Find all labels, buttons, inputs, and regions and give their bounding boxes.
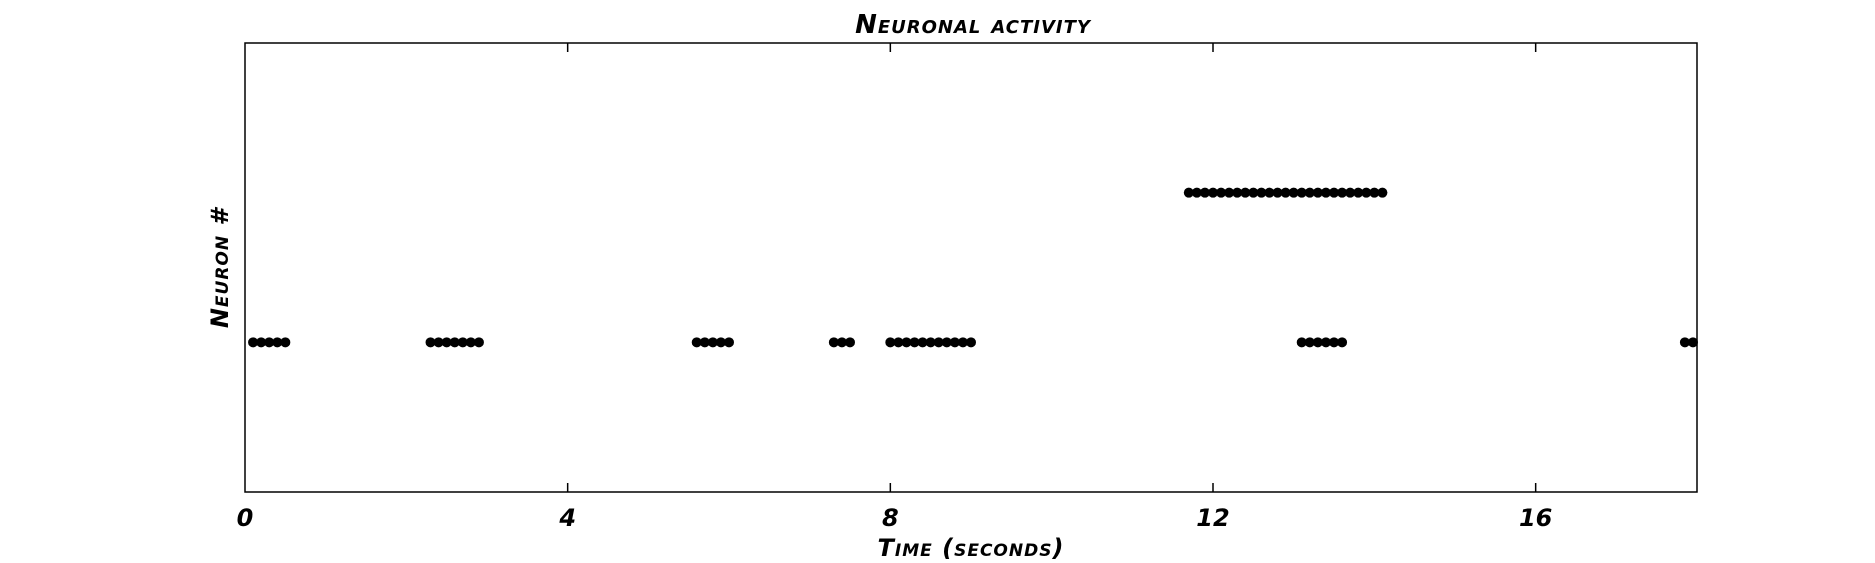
x-tick-label: 16 xyxy=(1519,504,1552,532)
spike-point xyxy=(1208,187,1218,198)
spike-point xyxy=(909,337,920,348)
plot-frame xyxy=(244,42,1698,493)
x-axis-tick-labels: 0 4 8 12 16 xyxy=(237,504,1553,532)
spike-point xyxy=(272,337,283,348)
spike-point xyxy=(1329,187,1339,198)
spike-point xyxy=(1183,187,1194,198)
spike-point xyxy=(441,337,452,348)
spike-point xyxy=(1369,187,1380,198)
spike-point xyxy=(1296,187,1307,198)
spike-point xyxy=(1337,187,1348,198)
spike-point xyxy=(1329,337,1339,348)
spike-point xyxy=(1224,187,1235,198)
x-axis-label: Time (seconds) xyxy=(878,534,1065,562)
spike-point xyxy=(1216,187,1227,198)
spike-point xyxy=(1361,187,1372,198)
spike-point xyxy=(893,337,904,348)
spike-point xyxy=(1248,187,1259,198)
spike-point xyxy=(1687,337,1698,348)
spike-point xyxy=(1377,187,1388,198)
spike-point xyxy=(699,337,710,348)
spike-point xyxy=(933,337,944,348)
x-tick-label: 8 xyxy=(882,504,899,532)
chart-title: Neuronal activity xyxy=(855,10,1092,40)
spike-point xyxy=(457,337,468,348)
spike-point xyxy=(280,337,291,348)
spike-point xyxy=(845,337,855,348)
spike-point xyxy=(1312,337,1323,348)
spike-point xyxy=(465,337,476,348)
spike-point xyxy=(1345,187,1356,198)
spike-point xyxy=(433,337,444,348)
spike-point xyxy=(836,337,847,348)
spike-point xyxy=(966,337,976,348)
spike-point xyxy=(248,337,259,348)
spike-point xyxy=(691,337,702,348)
x-tick-label: 4 xyxy=(558,504,576,532)
spike-points xyxy=(248,187,1698,348)
spike-point xyxy=(707,337,718,348)
spike-point xyxy=(1272,187,1283,198)
spike-point xyxy=(1288,187,1299,198)
spike-point xyxy=(1199,187,1210,198)
spike-point xyxy=(1264,187,1275,198)
spike-point xyxy=(1256,187,1267,198)
y-axis-label: Neuron # xyxy=(206,207,234,329)
spike-point xyxy=(885,337,896,348)
spike-point xyxy=(715,337,726,348)
spike-point xyxy=(925,337,936,348)
spike-point xyxy=(949,337,960,348)
spike-point xyxy=(449,337,460,348)
spike-point xyxy=(1191,187,1202,198)
spike-point xyxy=(1679,337,1690,348)
spike-point xyxy=(1296,337,1307,348)
spike-point xyxy=(724,337,734,348)
spike-point xyxy=(828,337,839,348)
spike-point xyxy=(917,337,928,348)
spike-point xyxy=(1232,187,1243,198)
spike-point xyxy=(941,337,952,348)
spike-point xyxy=(1280,187,1291,198)
spike-point xyxy=(1320,187,1331,198)
spike-point xyxy=(256,337,267,348)
spike-point xyxy=(264,337,275,348)
x-axis-ticks xyxy=(566,43,1537,492)
spike-point xyxy=(425,337,436,348)
spike-point xyxy=(473,337,484,348)
spike-point xyxy=(1240,187,1251,198)
x-tick-label: 12 xyxy=(1196,504,1229,532)
spike-point xyxy=(1320,337,1331,348)
x-tick-label: 0 xyxy=(237,504,254,532)
spike-point xyxy=(901,337,912,348)
spike-point xyxy=(1337,337,1348,348)
spike-point xyxy=(1312,187,1323,198)
spike-point xyxy=(1304,187,1315,198)
spike-point xyxy=(957,337,968,348)
spike-point xyxy=(1353,187,1364,198)
spike-point xyxy=(1304,337,1315,348)
